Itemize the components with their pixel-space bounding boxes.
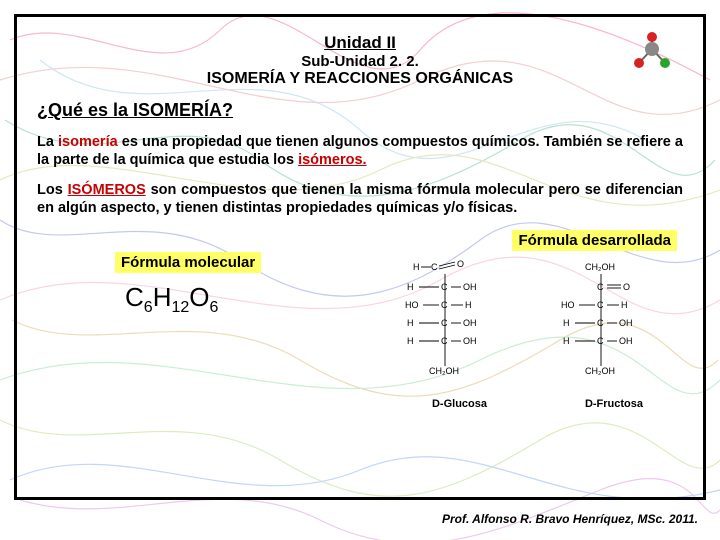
f-hn: 12 <box>171 299 189 316</box>
svg-text:H: H <box>621 300 628 310</box>
svg-text:H: H <box>407 336 414 346</box>
unit-title: Unidad II <box>37 33 683 53</box>
svg-text:O: O <box>623 282 630 292</box>
svg-text:C: C <box>597 282 604 292</box>
svg-text:C: C <box>597 336 604 346</box>
paragraph-2: Los ISÓMEROS son compuestos que tienen l… <box>37 181 683 217</box>
svg-text:CH₂OH: CH₂OH <box>429 366 459 376</box>
p1-isomeros: isómeros. <box>298 152 367 168</box>
svg-text:OH: OH <box>463 282 477 292</box>
molecule-icon <box>629 31 675 73</box>
svg-text:H: H <box>407 282 414 292</box>
svg-text:C: C <box>441 282 448 292</box>
svg-text:CH₂OH: CH₂OH <box>585 262 615 272</box>
svg-text:C: C <box>597 318 604 328</box>
svg-text:HO: HO <box>561 300 575 310</box>
svg-text:HO: HO <box>405 300 419 310</box>
slide-frame: Unidad II Sub-Unidad 2. 2. ISOMERÍA Y RE… <box>14 14 706 500</box>
svg-text:C: C <box>597 300 604 310</box>
f-cn: 6 <box>144 299 153 316</box>
svg-text:OH: OH <box>619 318 633 328</box>
paragraph-1: La isomería es una propiedad que tienen … <box>37 133 683 169</box>
svg-text:C: C <box>431 262 438 272</box>
labels-row: Fórmula desarrollada Fórmula molecular <box>37 230 683 264</box>
p1-isomeria: isomería <box>58 134 118 150</box>
svg-text:H: H <box>563 318 570 328</box>
sub-unit: Sub-Unidad 2. 2. <box>37 53 683 70</box>
svg-text:C: C <box>441 336 448 346</box>
svg-text:C: C <box>441 318 448 328</box>
topic-title: ISOMERÍA Y REACCIONES ORGÁNICAS <box>37 70 683 88</box>
svg-text:H: H <box>407 318 414 328</box>
p1-pre: La <box>37 134 58 150</box>
svg-text:CH₂OH: CH₂OH <box>585 366 615 376</box>
molecular-formula: C6H12O6 <box>125 282 218 317</box>
footer-credit: Prof. Alfonso R. Bravo Henríquez, MSc. 2… <box>442 512 698 526</box>
label-desarrollada: Fórmula desarrollada <box>512 230 677 251</box>
svg-text:OH: OH <box>619 336 633 346</box>
svg-text:OH: OH <box>463 336 477 346</box>
header: Unidad II Sub-Unidad 2. 2. ISOMERÍA Y RE… <box>37 33 683 88</box>
svg-text:O: O <box>457 260 464 269</box>
p2-isomeros: ISÓMEROS <box>68 182 146 198</box>
f-o: O <box>189 282 209 312</box>
svg-text:OH: OH <box>463 318 477 328</box>
f-h: H <box>153 282 172 312</box>
structure-glucose: C O H CHOH CHOH CHOH CHOH CH₂OH <box>395 260 495 382</box>
svg-text:H: H <box>413 262 420 272</box>
structure-fructose: CH₂OH C O CHOH CHOH CHOH CH₂OH <box>551 260 651 382</box>
caption-glucose: D-Glucosa <box>432 398 487 410</box>
svg-text:C: C <box>441 300 448 310</box>
question-heading: ¿Qué es la ISOMERÍA? <box>37 100 683 121</box>
caption-fructose: D-Fructosa <box>585 398 643 410</box>
f-c: C <box>125 282 144 312</box>
svg-text:H: H <box>465 300 472 310</box>
f-on: 6 <box>210 299 219 316</box>
p2-pre: Los <box>37 182 68 198</box>
svg-text:H: H <box>563 336 570 346</box>
formula-area: C6H12O6 C O H CHOH CHOH CHOH CHOH <box>37 268 683 416</box>
